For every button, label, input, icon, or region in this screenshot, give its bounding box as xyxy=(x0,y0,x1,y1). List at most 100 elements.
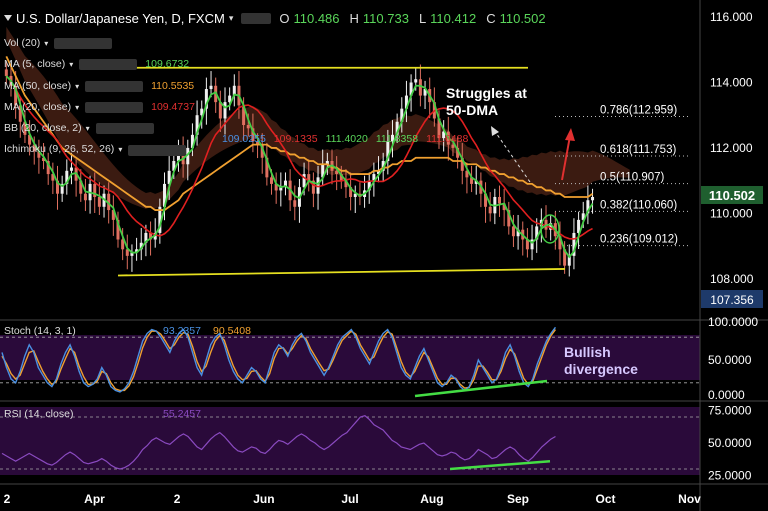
candle-body xyxy=(200,108,204,116)
candle-body xyxy=(223,102,227,119)
x-tick-0: 2 xyxy=(4,492,11,506)
candle-body xyxy=(218,102,222,119)
indicator-row[interactable]: BB (20, close, 2) ▾ xyxy=(4,118,195,139)
x-tick-3: Jun xyxy=(253,492,274,506)
ichimoku-value: 111.8358 xyxy=(375,133,419,145)
stoch-tick-2: 0.0000 xyxy=(708,388,745,402)
candle-body xyxy=(135,249,139,253)
indicator-settings-icons[interactable] xyxy=(54,38,113,50)
x-tick-5: Aug xyxy=(420,492,443,506)
indicator-value: 109.4737 xyxy=(151,100,195,113)
ichimoku-value: 109.0255 xyxy=(222,133,266,145)
indicator-dropdown-icon[interactable]: ▾ xyxy=(118,145,123,155)
indicator-row[interactable]: Vol (20) ▾ xyxy=(4,33,195,54)
candle-body xyxy=(256,141,260,145)
stoch-k-line xyxy=(1,326,557,393)
candle-body xyxy=(497,196,501,204)
candle-body xyxy=(149,232,153,240)
price-tick-4: 108.000 xyxy=(710,272,754,286)
indicator-row[interactable]: Ichimoku (9, 26, 52, 26) ▾ xyxy=(4,139,195,160)
candle-body xyxy=(139,242,143,250)
stoch-k-value: 93.2357 xyxy=(163,325,201,337)
indicator-legend: Vol (20) ▾ MA (5, close) ▾ 109.6732 MA (50, c… xyxy=(4,33,195,161)
candle-body xyxy=(46,161,50,175)
rsi-tick-0: 75.0000 xyxy=(708,404,752,418)
candle-body xyxy=(307,174,311,181)
indicator-label[interactable]: Ichimoku (9, 26, 52, 26) xyxy=(4,143,115,156)
candle-body xyxy=(516,229,520,237)
indicator-settings-icons[interactable] xyxy=(79,59,138,71)
candle-body xyxy=(377,170,381,175)
candle-body xyxy=(470,177,474,184)
candle-body xyxy=(23,121,27,135)
indicator-row[interactable]: MA (5, close) ▾ 109.6732 xyxy=(4,54,195,75)
ohlc-low-label: L xyxy=(418,10,427,26)
candle-body xyxy=(404,95,408,109)
indicator-dropdown-icon[interactable]: ▾ xyxy=(85,124,90,134)
indicator-row[interactable]: MA (20, close) ▾ 109.4737 xyxy=(4,97,195,118)
x-tick-7: Oct xyxy=(595,492,615,506)
candle-body xyxy=(279,187,283,191)
candle-body xyxy=(51,174,55,181)
chart-header: U.S. Dollar/Japanese Yen, D, FXCM ▾ O 110… xyxy=(4,10,546,26)
candle-body xyxy=(437,118,441,139)
candle-body xyxy=(484,193,488,207)
x-tick-2: 2 xyxy=(174,492,181,506)
indicator-settings-icons[interactable] xyxy=(85,102,144,114)
candle-body xyxy=(460,157,464,171)
indicator-settings-icons[interactable] xyxy=(128,144,187,156)
candle-body xyxy=(502,203,506,211)
indicator-label[interactable]: BB (20, close, 2) xyxy=(4,122,82,135)
candle-body xyxy=(167,170,171,184)
candle-body xyxy=(456,147,460,158)
candle-body xyxy=(549,223,553,230)
candle-body xyxy=(246,125,250,129)
price-tick-3: 110.000 xyxy=(710,206,753,220)
candle-body xyxy=(321,164,325,178)
indicator-label[interactable]: MA (20, close) xyxy=(4,100,72,113)
candle-body xyxy=(83,193,87,201)
indicator-dropdown-icon[interactable]: ▾ xyxy=(69,60,74,70)
ichimoku-value: 109.1335 xyxy=(273,133,318,145)
candle-body xyxy=(353,193,357,197)
candle-body xyxy=(93,183,97,197)
x-tick-8: Nov xyxy=(678,492,701,506)
indicator-settings-icons[interactable] xyxy=(85,80,144,92)
indicator-dropdown-icon[interactable]: ▾ xyxy=(75,102,80,112)
indicator-dropdown-icon[interactable]: ▾ xyxy=(44,39,49,48)
indicator-label[interactable]: MA (5, close) xyxy=(4,58,66,71)
candle-body xyxy=(423,89,427,96)
candle-body xyxy=(14,85,18,106)
candle-body xyxy=(242,105,246,126)
symbol-dropdown-icon[interactable]: ▾ xyxy=(228,12,234,23)
candle-body xyxy=(116,219,120,240)
fib-label-2: 0.5(110.907) xyxy=(600,172,665,184)
indicator-row[interactable]: MA (50, close) ▾ 110.5535 xyxy=(4,76,195,97)
low-price-flag xyxy=(701,290,763,308)
candle-body xyxy=(414,79,418,83)
candle-body xyxy=(591,196,595,201)
indicator-settings-icons[interactable] xyxy=(95,123,154,135)
candle-body xyxy=(65,170,69,184)
indicator-label[interactable]: MA (50, close) xyxy=(4,79,72,92)
indicator-value: 110.5535 xyxy=(151,79,195,92)
ma5-line xyxy=(5,75,594,259)
candle-body xyxy=(274,183,278,191)
collapse-icon[interactable] xyxy=(4,15,12,21)
indicator-value: 109.6732 xyxy=(145,58,190,71)
symbol-title[interactable]: U.S. Dollar/Japanese Yen, D, FXCM xyxy=(16,10,225,26)
ichimoku-value: 111.4020 xyxy=(325,133,368,145)
candle-body xyxy=(349,187,353,197)
indicator-label[interactable]: Vol (20) xyxy=(4,37,41,49)
rsi-label: RSI (14, close) xyxy=(4,408,73,420)
candle-body xyxy=(293,200,297,207)
red-arrow-icon xyxy=(561,128,575,181)
ichimoku-value: 111.6488 xyxy=(426,133,469,145)
candle-body xyxy=(372,174,376,181)
header-settings-icons[interactable] xyxy=(241,12,272,24)
candle-body xyxy=(511,226,515,237)
indicator-dropdown-icon[interactable]: ▾ xyxy=(75,81,80,91)
fib-label-0: 0.786(112.959) xyxy=(600,105,677,117)
candle-body xyxy=(107,193,111,211)
